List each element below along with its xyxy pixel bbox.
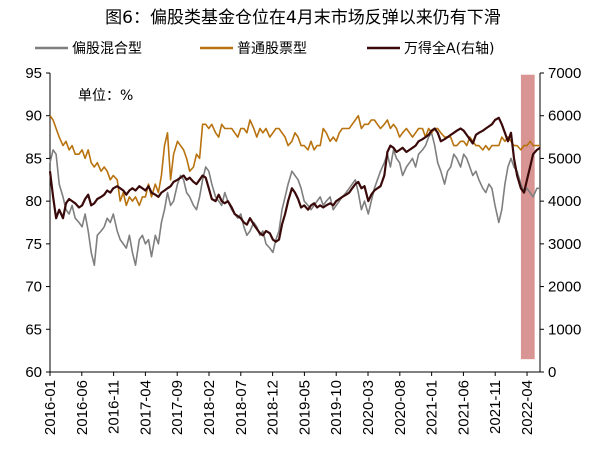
x-tick-label: 2018-12 [265, 380, 282, 435]
tick-layer: 60 65 70 75 80 85 90 95 0 1000 2000 3000 4000 5000 600… [25, 65, 581, 435]
x-tick-label: 2021-11 [487, 380, 504, 434]
highlight-layer [520, 74, 535, 360]
chart-title: 图6：偏股类基金仓位在4月末市场反弹以来仍有下滑 [105, 8, 501, 28]
highlight-band [520, 74, 535, 360]
series-line-2 [48, 116, 541, 243]
x-tick-label: 2019-10 [328, 380, 345, 435]
axis-layer [46, 72, 544, 376]
left-tick-label: 90 [25, 108, 42, 125]
x-tick-label: 2017-04 [137, 380, 154, 435]
x-tick-label: 2018-07 [233, 380, 250, 435]
x-tick-label: 2016-11 [106, 380, 123, 434]
left-tick-label: 95 [25, 65, 42, 82]
x-tick-label: 2016-01 [42, 380, 59, 435]
series-layer [48, 114, 541, 266]
left-tick-label: 60 [25, 364, 42, 381]
series-line-1 [49, 114, 540, 207]
right-tick-label: 6000 [548, 108, 581, 125]
series-line-0 [49, 132, 540, 266]
legend: 偏股混合型 普通股票型 万得全A(右轴) [35, 40, 495, 57]
left-tick-label: 85 [25, 150, 42, 167]
right-tick-label: 4000 [548, 193, 581, 210]
left-tick-label: 80 [25, 193, 42, 210]
legend-label-wind-a: 万得全A(右轴) [404, 40, 495, 57]
legend-label-stock: 普通股票型 [237, 41, 307, 57]
x-tick-label: 2021-01 [424, 380, 441, 435]
left-tick-label: 65 [25, 321, 42, 338]
unit-label: 单位：% [78, 88, 133, 104]
right-tick-label: 3000 [548, 236, 581, 253]
x-tick-label: 2021-06 [455, 380, 472, 435]
right-tick-label: 5000 [548, 150, 581, 167]
right-tick-label: 7000 [548, 65, 581, 82]
left-tick-label: 75 [25, 236, 42, 253]
left-tick-label: 70 [25, 279, 42, 296]
legend-label-hybrid: 偏股混合型 [72, 41, 142, 57]
x-tick-label: 2020-03 [360, 380, 377, 435]
x-tick-label: 2019-05 [296, 380, 313, 435]
x-tick-label: 2017-09 [169, 380, 186, 435]
x-tick-label: 2022-04 [519, 380, 536, 435]
x-tick-label: 2016-06 [74, 380, 91, 435]
right-tick-label: 0 [548, 364, 556, 381]
right-tick-label: 1000 [548, 321, 581, 338]
x-tick-label: 2018-02 [201, 380, 218, 435]
right-tick-label: 2000 [548, 279, 581, 296]
x-tick-label: 2020-08 [392, 380, 409, 435]
